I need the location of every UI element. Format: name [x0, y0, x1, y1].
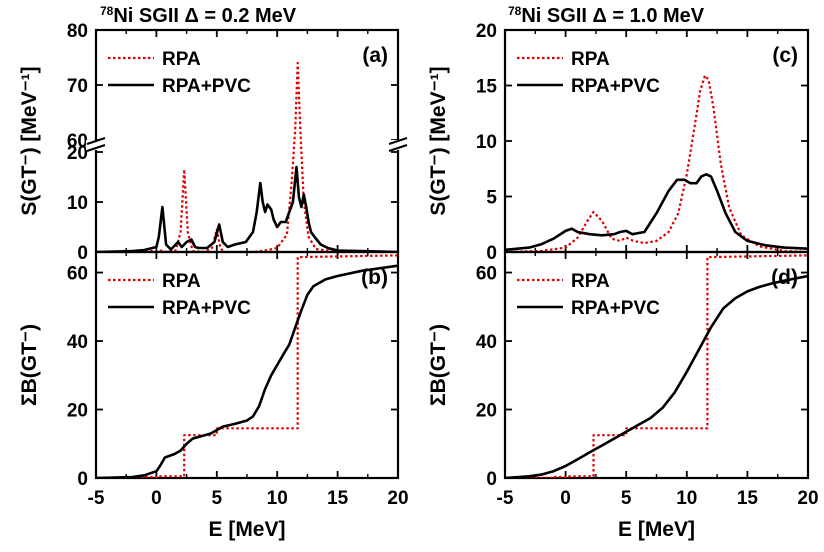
y-axis-label: ΣB(GT⁻) — [18, 324, 41, 406]
legend-label: RPA — [162, 271, 201, 292]
plot-frame-b — [94, 250, 400, 480]
panel-label: (c) — [772, 44, 798, 67]
series-line-rpa-pvc — [505, 274, 808, 478]
panel-c: 0 5 10 15 20 S(GT⁻) [MeV⁻¹] (c) RPA RPA+PVC — [427, 21, 810, 264]
axis-break-gap — [86, 140, 106, 150]
title-left: 78Ni SGII Δ = 0.2 MeV — [100, 4, 297, 27]
y-tick-label: 40 — [476, 332, 497, 353]
title-right-sup: 78 — [508, 4, 522, 18]
y-tick-label: 20 — [67, 401, 88, 422]
x-tick-label: -5 — [88, 488, 105, 509]
x-tick-label: 20 — [797, 488, 818, 509]
axis-break-gap — [388, 140, 408, 150]
y-tick-label: 5 — [486, 188, 497, 209]
legend-label: RPA+PVC — [162, 298, 251, 319]
title-left-text: Ni SGII Δ = 0.2 MeV — [113, 5, 296, 27]
y-tick-label: 15 — [476, 77, 498, 98]
plot-frame-c — [503, 28, 810, 254]
y-tick-label: 0 — [486, 243, 497, 264]
x-tick-label: 15 — [327, 488, 349, 509]
y-tick-label: 40 — [67, 332, 88, 353]
plot-frame-a — [94, 28, 400, 254]
y-tick-label: 60 — [476, 264, 497, 285]
x-tick-label: 5 — [212, 488, 223, 509]
legend-label: RPA+PVC — [571, 76, 660, 97]
x-axis-label: E [MeV] — [208, 518, 285, 541]
x-tick-label: 5 — [621, 488, 632, 509]
x-tick-label: 0 — [151, 488, 162, 509]
y-tick-label: 0 — [486, 469, 497, 490]
x-tick-label: -5 — [497, 488, 514, 509]
series-line-rpa-pvc — [505, 173, 808, 252]
panel-label: (a) — [362, 44, 388, 67]
axis-break-mark — [388, 137, 408, 145]
title-right: 78Ni SGII Δ = 1.0 MeV — [508, 4, 705, 27]
series-line-rpa-pvc — [96, 264, 398, 478]
x-tick-label: 0 — [560, 488, 571, 509]
y-tick-label: 60 — [67, 131, 88, 152]
series-line-rpa-pvc — [96, 165, 398, 252]
axis-break-mark — [86, 137, 106, 145]
legend-label: RPA — [571, 49, 610, 70]
title-right-text: Ni SGII Δ = 1.0 MeV — [521, 5, 704, 27]
y-tick-label: 10 — [476, 132, 497, 153]
panel-label: (b) — [361, 266, 388, 289]
title-left-sup: 78 — [100, 4, 114, 18]
y-tick-label: 80 — [67, 21, 88, 42]
y-tick-label: 0 — [77, 469, 88, 490]
x-tick-label: 10 — [267, 488, 288, 509]
y-axis-label: ΣB(GT⁻) — [427, 324, 450, 406]
legend-label: RPA — [162, 49, 201, 70]
x-tick-label: 10 — [676, 488, 697, 509]
y-tick-label: 20 — [476, 401, 497, 422]
series-line-rpa — [96, 254, 398, 478]
y-tick-label: 10 — [67, 193, 88, 214]
series-line-rpa — [505, 254, 808, 478]
y-tick-label: 20 — [67, 143, 88, 164]
y-tick-label: 20 — [476, 21, 497, 42]
series-line-rpa — [505, 74, 808, 252]
series-line-rpa — [96, 61, 398, 252]
x-axis-label: E [MeV] — [618, 518, 695, 541]
axis-break-mark — [388, 144, 408, 152]
axis-break-mark — [86, 144, 106, 152]
legend-label: RPA — [571, 271, 610, 292]
legend-label: RPA+PVC — [162, 76, 251, 97]
y-axis-label: S(GT⁻) [MeV⁻¹] — [427, 66, 450, 215]
y-tick-label: 0 — [77, 243, 88, 264]
y-axis-label: S(GT⁻) [MeV⁻¹] — [18, 66, 41, 215]
legend-label: RPA+PVC — [571, 298, 660, 319]
x-tick-label: 20 — [387, 488, 408, 509]
y-tick-label: 60 — [67, 264, 88, 285]
y-tick-label: 70 — [67, 76, 88, 97]
x-tick-label: 15 — [737, 488, 759, 509]
